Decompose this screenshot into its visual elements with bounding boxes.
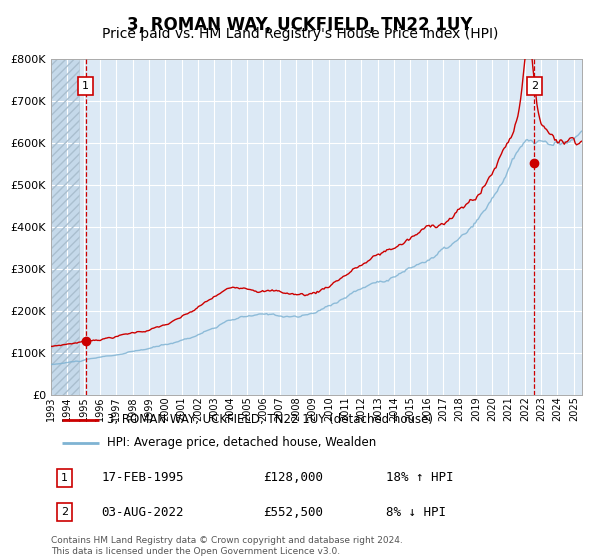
Text: 1: 1 bbox=[82, 81, 89, 91]
Text: Contains HM Land Registry data © Crown copyright and database right 2024.
This d: Contains HM Land Registry data © Crown c… bbox=[51, 536, 403, 556]
Bar bbox=[51, 59, 79, 395]
Text: 17-FEB-1995: 17-FEB-1995 bbox=[101, 472, 184, 484]
Text: 3, ROMAN WAY, UCKFIELD, TN22 1UY: 3, ROMAN WAY, UCKFIELD, TN22 1UY bbox=[127, 16, 473, 34]
Text: 2: 2 bbox=[531, 81, 538, 91]
Text: 8% ↓ HPI: 8% ↓ HPI bbox=[386, 506, 446, 519]
Text: Price paid vs. HM Land Registry's House Price Index (HPI): Price paid vs. HM Land Registry's House … bbox=[102, 27, 498, 41]
Text: 18% ↑ HPI: 18% ↑ HPI bbox=[386, 472, 453, 484]
Text: 03-AUG-2022: 03-AUG-2022 bbox=[101, 506, 184, 519]
Text: 1: 1 bbox=[61, 473, 68, 483]
Text: £128,000: £128,000 bbox=[263, 472, 323, 484]
Text: 3, ROMAN WAY, UCKFIELD, TN22 1UY (detached house): 3, ROMAN WAY, UCKFIELD, TN22 1UY (detach… bbox=[107, 413, 433, 426]
Text: 2: 2 bbox=[61, 507, 68, 517]
Text: £552,500: £552,500 bbox=[263, 506, 323, 519]
Bar bbox=[51, 59, 79, 395]
Text: HPI: Average price, detached house, Wealden: HPI: Average price, detached house, Weal… bbox=[107, 436, 376, 449]
